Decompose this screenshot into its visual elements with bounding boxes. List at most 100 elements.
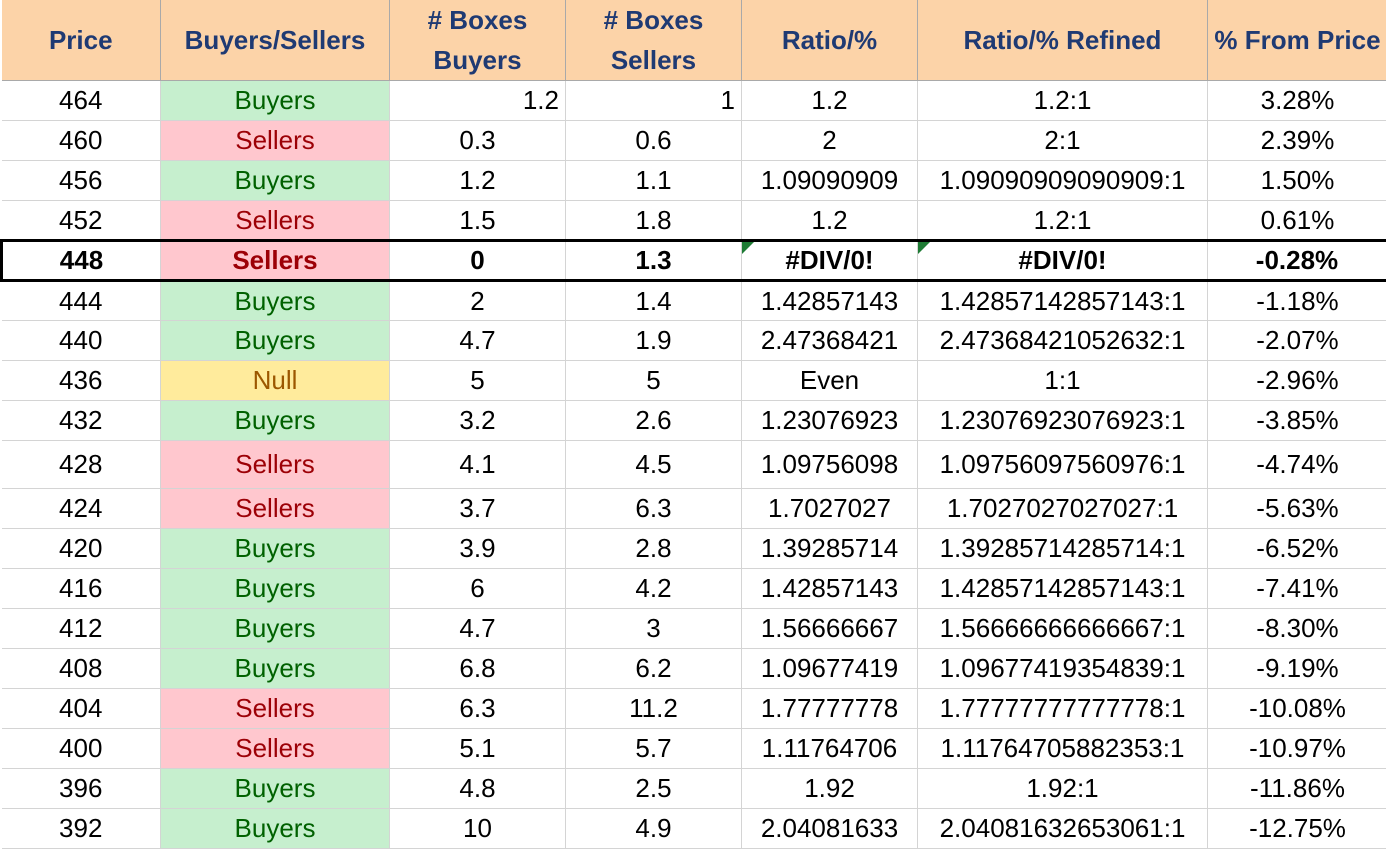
cell-pct-from-price[interactable]: -10.97% bbox=[1207, 728, 1386, 769]
cell-ratio[interactable]: 1.92 bbox=[741, 768, 918, 809]
cell-side[interactable]: Buyers bbox=[160, 768, 390, 809]
cell-side[interactable]: Buyers bbox=[160, 528, 390, 569]
cell-price[interactable]: 428 bbox=[1, 440, 161, 489]
cell-pct-from-price[interactable]: 2.39% bbox=[1207, 120, 1386, 161]
cell-price[interactable]: 432 bbox=[1, 400, 161, 441]
cell-price[interactable]: 440 bbox=[1, 320, 161, 361]
cell-price[interactable]: 400 bbox=[1, 728, 161, 769]
cell-ratio-refined[interactable]: 1.42857142857143:1 bbox=[917, 280, 1208, 321]
cell-ratio-refined[interactable]: 1.56666666666667:1 bbox=[917, 608, 1208, 649]
cell-boxes-buyers[interactable]: 5.1 bbox=[389, 728, 566, 769]
cell-boxes-sellers[interactable]: 2.5 bbox=[565, 768, 742, 809]
cell-price[interactable]: 452 bbox=[1, 200, 161, 241]
cell-pct-from-price[interactable]: -6.52% bbox=[1207, 528, 1386, 569]
cell-boxes-sellers[interactable]: 1.9 bbox=[565, 320, 742, 361]
cell-price[interactable]: 404 bbox=[1, 688, 161, 729]
cell-boxes-buyers[interactable]: 1.2 bbox=[389, 160, 566, 201]
cell-side[interactable]: Sellers bbox=[160, 440, 390, 489]
cell-ratio[interactable]: 2 bbox=[741, 120, 918, 161]
cell-pct-from-price[interactable]: 3.28% bbox=[1207, 80, 1386, 121]
cell-pct-from-price[interactable]: -1.18% bbox=[1207, 280, 1386, 321]
cell-ratio-refined[interactable]: 1.42857142857143:1 bbox=[917, 568, 1208, 609]
cell-price[interactable]: 464 bbox=[1, 80, 161, 121]
cell-side[interactable]: Buyers bbox=[160, 400, 390, 441]
cell-ratio[interactable]: #DIV/0! bbox=[741, 239, 918, 282]
cell-ratio[interactable]: 1.77777778 bbox=[741, 688, 918, 729]
cell-side[interactable]: Buyers bbox=[160, 160, 390, 201]
cell-boxes-buyers[interactable]: 3.9 bbox=[389, 528, 566, 569]
cell-ratio[interactable]: 1.56666667 bbox=[741, 608, 918, 649]
cell-boxes-sellers[interactable]: 1 bbox=[565, 80, 742, 121]
cell-ratio[interactable]: 1.2 bbox=[741, 200, 918, 241]
cell-pct-from-price[interactable]: -5.63% bbox=[1207, 488, 1386, 529]
cell-ratio[interactable]: 1.2 bbox=[741, 80, 918, 121]
header-ratio[interactable]: Ratio/% bbox=[741, 0, 918, 81]
cell-pct-from-price[interactable]: -12.75% bbox=[1207, 808, 1386, 849]
cell-boxes-buyers[interactable]: 6.3 bbox=[389, 688, 566, 729]
cell-ratio[interactable]: 1.42857143 bbox=[741, 280, 918, 321]
cell-side[interactable]: Buyers bbox=[160, 80, 390, 121]
cell-price[interactable]: 424 bbox=[1, 488, 161, 529]
cell-boxes-buyers[interactable]: 10 bbox=[389, 808, 566, 849]
cell-pct-from-price[interactable]: -10.08% bbox=[1207, 688, 1386, 729]
cell-ratio[interactable]: 1.7027027 bbox=[741, 488, 918, 529]
cell-boxes-sellers[interactable]: 1.4 bbox=[565, 280, 742, 321]
cell-boxes-buyers[interactable]: 3.2 bbox=[389, 400, 566, 441]
cell-ratio-refined[interactable]: 1.77777777777778:1 bbox=[917, 688, 1208, 729]
cell-price[interactable]: 460 bbox=[1, 120, 161, 161]
cell-boxes-buyers[interactable]: 0 bbox=[389, 239, 566, 282]
cell-boxes-buyers[interactable]: 1.5 bbox=[389, 200, 566, 241]
cell-boxes-sellers[interactable]: 1.8 bbox=[565, 200, 742, 241]
cell-boxes-sellers[interactable]: 11.2 bbox=[565, 688, 742, 729]
header-pct-from-price[interactable]: % From Price bbox=[1207, 0, 1386, 81]
cell-side[interactable]: Sellers bbox=[160, 239, 390, 282]
cell-price[interactable]: 448 bbox=[0, 239, 161, 282]
cell-pct-from-price[interactable]: -2.07% bbox=[1207, 320, 1386, 361]
cell-pct-from-price[interactable]: -11.86% bbox=[1207, 768, 1386, 809]
cell-ratio-refined[interactable]: 1.09677419354839:1 bbox=[917, 648, 1208, 689]
cell-boxes-sellers[interactable]: 1.1 bbox=[565, 160, 742, 201]
cell-boxes-sellers[interactable]: 4.2 bbox=[565, 568, 742, 609]
cell-boxes-buyers[interactable]: 0.3 bbox=[389, 120, 566, 161]
cell-ratio[interactable]: 1.42857143 bbox=[741, 568, 918, 609]
cell-ratio-refined[interactable]: 1:1 bbox=[917, 360, 1208, 401]
cell-ratio[interactable]: 2.47368421 bbox=[741, 320, 918, 361]
cell-boxes-sellers[interactable]: 3 bbox=[565, 608, 742, 649]
cell-ratio[interactable]: 1.23076923 bbox=[741, 400, 918, 441]
cell-ratio[interactable]: 1.09756098 bbox=[741, 440, 918, 489]
cell-boxes-buyers[interactable]: 4.7 bbox=[389, 608, 566, 649]
cell-ratio[interactable]: 2.04081633 bbox=[741, 808, 918, 849]
cell-price[interactable]: 420 bbox=[1, 528, 161, 569]
cell-price[interactable]: 456 bbox=[1, 160, 161, 201]
cell-ratio-refined[interactable]: 2.47368421052632:1 bbox=[917, 320, 1208, 361]
cell-side[interactable]: Buyers bbox=[160, 808, 390, 849]
cell-boxes-buyers[interactable]: 6 bbox=[389, 568, 566, 609]
cell-side[interactable]: Sellers bbox=[160, 200, 390, 241]
cell-price[interactable]: 396 bbox=[1, 768, 161, 809]
header-boxes-sellers[interactable]: # Boxes Sellers bbox=[565, 0, 742, 81]
cell-ratio-refined[interactable]: 1.2:1 bbox=[917, 80, 1208, 121]
cell-ratio[interactable]: 1.39285714 bbox=[741, 528, 918, 569]
cell-ratio-refined[interactable]: 1.09756097560976:1 bbox=[917, 440, 1208, 489]
cell-ratio-refined[interactable]: 1.7027027027027:1 bbox=[917, 488, 1208, 529]
header-ratio-refined[interactable]: Ratio/% Refined bbox=[917, 0, 1208, 81]
cell-ratio-refined[interactable]: 1.23076923076923:1 bbox=[917, 400, 1208, 441]
cell-side[interactable]: Buyers bbox=[160, 568, 390, 609]
cell-side[interactable]: Sellers bbox=[160, 728, 390, 769]
cell-price[interactable]: 408 bbox=[1, 648, 161, 689]
cell-pct-from-price[interactable]: -4.74% bbox=[1207, 440, 1386, 489]
cell-boxes-sellers[interactable]: 6.2 bbox=[565, 648, 742, 689]
cell-pct-from-price[interactable]: 1.50% bbox=[1207, 160, 1386, 201]
header-buyers-sellers[interactable]: Buyers/Sellers bbox=[160, 0, 390, 81]
cell-boxes-buyers[interactable]: 4.8 bbox=[389, 768, 566, 809]
cell-side[interactable]: Buyers bbox=[160, 280, 390, 321]
cell-boxes-buyers[interactable]: 3.7 bbox=[389, 488, 566, 529]
cell-ratio-refined[interactable]: 1.09090909090909:1 bbox=[917, 160, 1208, 201]
cell-ratio-refined[interactable]: 1.11764705882353:1 bbox=[917, 728, 1208, 769]
cell-pct-from-price[interactable]: -7.41% bbox=[1207, 568, 1386, 609]
cell-boxes-buyers[interactable]: 1.2 bbox=[389, 80, 566, 121]
cell-boxes-sellers[interactable]: 5.7 bbox=[565, 728, 742, 769]
cell-boxes-sellers[interactable]: 1.3 bbox=[565, 239, 742, 282]
cell-side[interactable]: Sellers bbox=[160, 488, 390, 529]
cell-boxes-sellers[interactable]: 4.9 bbox=[565, 808, 742, 849]
